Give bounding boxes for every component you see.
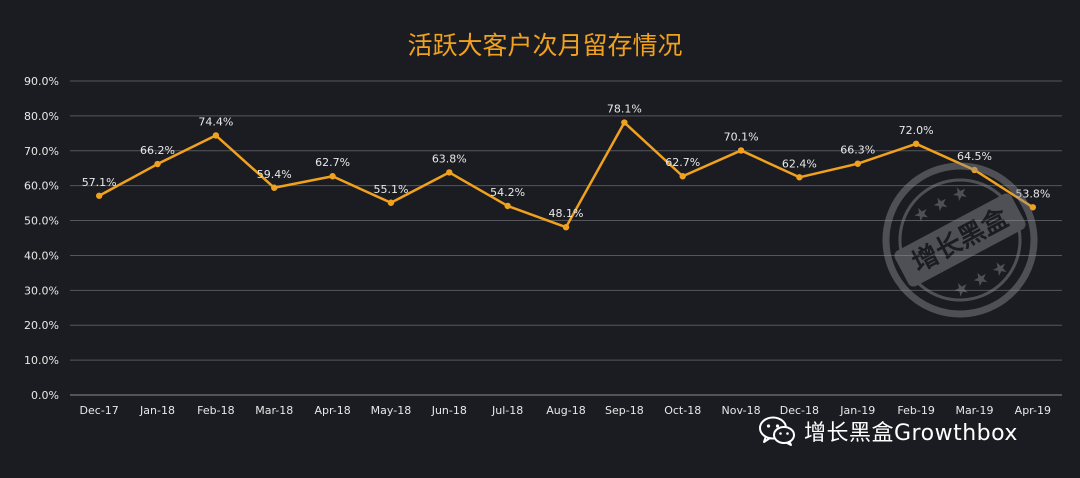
data-point (971, 166, 978, 174)
data-label: 55.1% (373, 183, 408, 196)
x-tick-label: May-18 (371, 404, 412, 417)
data-label: 59.4% (257, 168, 292, 181)
y-tick-label: 30.0% (24, 284, 59, 297)
x-tick-label: Dec-17 (80, 404, 119, 417)
chart-title: 活跃大客户次月留存情况 (407, 31, 682, 60)
data-label: 48.1% (549, 207, 584, 220)
data-label: 54.2% (490, 186, 525, 199)
x-tick-label: Feb-18 (197, 404, 234, 417)
data-point (679, 173, 686, 180)
data-point (95, 192, 103, 199)
y-tick-label: 80.0% (24, 110, 59, 123)
y-tick-label: 10.0% (24, 354, 59, 367)
data-label: 70.1% (724, 130, 759, 143)
data-point (854, 160, 861, 167)
data-point (446, 169, 453, 176)
data-labels: 57.1% 66.2% 74.4% 59.4% 62.7% 55.1% 63.8% 54.2%… (82, 103, 1051, 221)
y-axis: 0.0% 10.0% 20.0% 30.0% 40.0% 50.0% 60.0% 70.0% 8… (24, 75, 59, 402)
series-retention (95, 119, 1037, 231)
data-label: 66.3% (840, 144, 875, 157)
data-point (621, 119, 628, 126)
data-label: 62.7% (665, 156, 700, 169)
x-tick-label: Mar-19 (955, 404, 993, 417)
x-tick-label: Mar-18 (255, 404, 293, 417)
y-tick-label: 40.0% (24, 249, 59, 262)
x-tick-label: Jan-18 (139, 404, 175, 417)
data-point (212, 132, 220, 139)
y-tick-label: 60.0% (24, 180, 59, 193)
y-tick-label: 70.0% (24, 145, 59, 158)
data-point (1029, 204, 1037, 211)
x-tick-label: Jan-19 (839, 404, 875, 417)
x-axis: Dec-17 Jan-18 Feb-18 Mar-18 Apr-18 May-18 Jun-… (80, 404, 1051, 417)
data-point (387, 199, 395, 206)
footer-brand: 增长黑盒Growthbox (758, 414, 1018, 448)
x-tick-label: Nov-18 (721, 404, 760, 417)
x-tick-label: Sep-18 (605, 404, 644, 417)
data-label: 53.8% (1015, 187, 1050, 200)
x-tick-label: Dec-18 (780, 404, 819, 417)
grid-layer (70, 80, 1062, 396)
x-tick-label: Jun-18 (431, 404, 467, 417)
data-point (271, 184, 278, 191)
data-label: 72.0% (899, 124, 934, 137)
y-tick-label: 90.0% (24, 75, 59, 88)
data-point (796, 174, 803, 181)
data-point (912, 140, 920, 147)
data-label: 78.1% (607, 103, 642, 116)
x-tick-label: Feb-19 (897, 404, 934, 417)
footer-brand-text: 增长黑盒Growthbox (804, 421, 1018, 446)
data-label: 57.1% (82, 176, 117, 189)
data-point (329, 173, 336, 180)
data-label: 74.4% (198, 115, 233, 128)
x-tick-label: Jul-18 (491, 404, 523, 417)
wechat-icon (759, 416, 795, 446)
x-tick-label: Apr-18 (314, 404, 350, 417)
y-tick-label: 50.0% (24, 215, 59, 228)
data-point (737, 147, 745, 154)
data-point (154, 160, 161, 168)
data-point (562, 223, 570, 231)
y-tick-label: 20.0% (24, 319, 59, 332)
stamp-watermark: 增长黑盒 ★ ★ ★ ★ ★ ★ (882, 162, 1038, 318)
x-tick-label: Apr-19 (1015, 404, 1051, 417)
y-tick-label: 0.0% (31, 389, 59, 402)
data-point (504, 202, 511, 210)
data-label: 66.2% (140, 144, 175, 157)
x-tick-label: Oct-18 (664, 404, 701, 417)
data-label: 64.5% (957, 150, 992, 163)
data-label: 62.4% (782, 157, 817, 170)
data-label: 63.8% (432, 152, 467, 165)
x-tick-label: Aug-18 (546, 404, 585, 417)
data-label: 62.7% (315, 156, 350, 169)
